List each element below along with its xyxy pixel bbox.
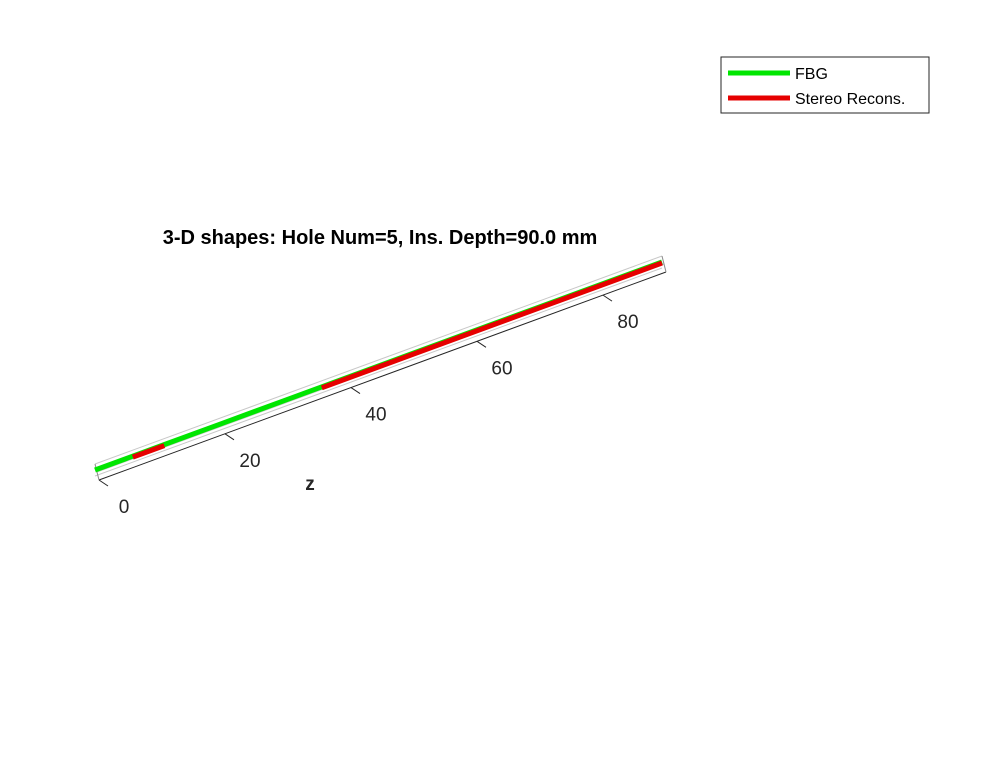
z-tick-label: 0 [119,497,130,518]
legend-label-fbg: FBG [795,66,828,83]
z-axis-ticks: 0 20 40 60 80 [98,294,639,518]
box-end-edge [661,255,667,273]
box-edge [94,255,663,465]
legend[interactable]: FBG Stereo Recons. [720,56,930,114]
z-tick-label: 80 [617,312,638,333]
chart-title: 3-D shapes: Hole Num=5, Ins. Depth=90.0 … [163,227,598,249]
z-tick-mark [224,433,235,441]
series-line-stereo-recons [131,443,166,460]
z-tick-label: 60 [491,358,512,379]
legend-box [720,56,930,114]
z-tick-mark [350,387,361,394]
legend-label-stereo: Stereo Recons. [795,91,905,108]
plot-series [94,259,663,473]
box-end-edge [94,463,100,481]
box-edge [98,271,667,481]
z-tick-label: 20 [239,451,260,472]
box-edge [94,267,663,477]
series-line-stereo-recons [320,260,663,391]
z-tick-mark [602,294,613,302]
z-tick-label: 40 [365,405,386,426]
z-tick-mark [98,479,109,487]
z-tick-mark [476,340,487,348]
z-axis-label: z [305,474,315,495]
